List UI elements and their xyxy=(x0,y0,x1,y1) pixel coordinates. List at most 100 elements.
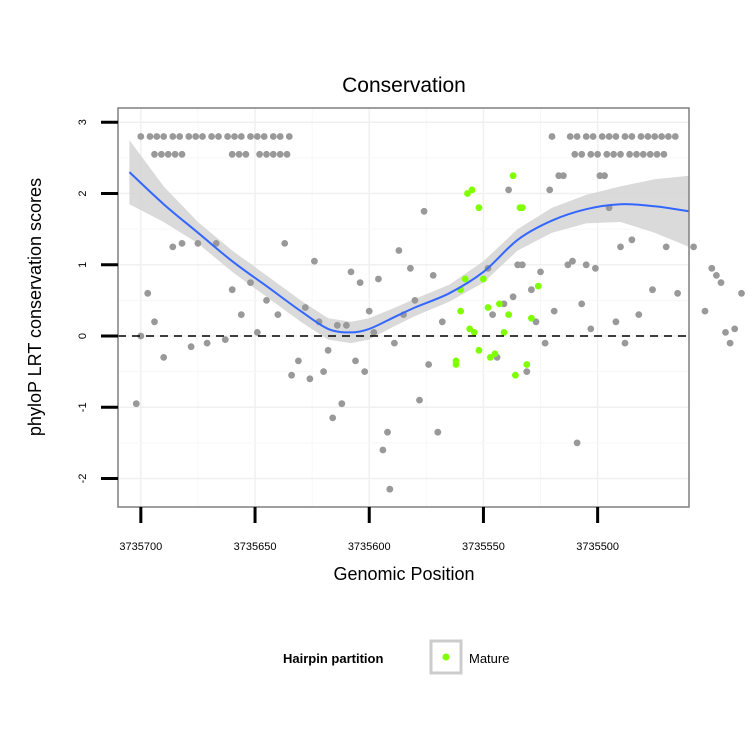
data-point-other xyxy=(649,286,656,294)
data-point-other xyxy=(598,133,606,140)
data-point-other xyxy=(722,329,729,336)
data-point-other xyxy=(215,133,222,140)
data-point-other xyxy=(411,297,419,304)
data-point-other xyxy=(601,172,608,180)
data-point-other xyxy=(169,133,177,140)
data-point-mature xyxy=(484,304,492,311)
data-point-other xyxy=(578,150,586,158)
data-point-mature xyxy=(505,311,512,318)
data-point-other xyxy=(178,150,186,158)
data-point-other xyxy=(560,172,567,180)
data-point-other xyxy=(660,150,668,158)
data-point-mature xyxy=(461,275,469,283)
data-point-mature xyxy=(475,346,483,354)
data-point-other xyxy=(276,150,284,158)
data-point-other xyxy=(269,133,277,140)
data-point-other xyxy=(343,321,350,329)
confidence-band xyxy=(129,140,689,344)
data-point-other xyxy=(253,329,261,336)
data-point-other xyxy=(523,368,531,375)
data-point-other xyxy=(731,325,739,333)
data-point-other xyxy=(384,428,391,436)
data-point-other xyxy=(194,240,202,247)
data-point-other xyxy=(569,257,576,265)
data-point-other xyxy=(537,268,544,276)
data-point-other xyxy=(578,300,586,308)
data-point-mature xyxy=(475,204,483,212)
data-point-other xyxy=(438,318,446,326)
data-point-other xyxy=(212,240,220,247)
data-point-other xyxy=(674,289,681,297)
data-point-other xyxy=(301,304,309,311)
data-point-other xyxy=(639,150,647,158)
data-point-other xyxy=(274,311,282,318)
data-point-mature xyxy=(457,307,464,315)
data-point-other xyxy=(489,311,496,318)
y-tick-label: 3 xyxy=(77,119,89,125)
data-point-other xyxy=(610,150,617,158)
data-point-other xyxy=(247,133,254,140)
data-point-other xyxy=(637,133,645,140)
data-point-other xyxy=(658,133,665,140)
data-point-other xyxy=(235,150,243,158)
data-point-mature xyxy=(523,361,531,368)
data-point-other xyxy=(564,261,572,269)
data-point-other xyxy=(228,150,236,158)
data-point-other xyxy=(192,133,200,140)
legend-key-mature-point xyxy=(442,653,450,661)
data-point-other xyxy=(199,133,206,140)
data-point-other xyxy=(228,286,236,294)
confidence-band-layer xyxy=(129,140,689,344)
data-point-other xyxy=(253,133,261,140)
data-point-other xyxy=(505,186,512,194)
x-tick-label: 3735650 xyxy=(234,541,277,553)
data-point-other xyxy=(662,243,670,251)
data-point-other xyxy=(171,150,179,158)
smooth-line-layer xyxy=(128,171,690,334)
data-point-other xyxy=(651,133,659,140)
data-point-other xyxy=(628,133,636,140)
data-point-mature xyxy=(468,186,476,194)
data-point-other xyxy=(370,329,378,336)
data-point-other xyxy=(386,485,394,493)
data-point-other xyxy=(594,150,601,158)
data-point-other xyxy=(621,339,629,347)
data-point-other xyxy=(146,133,154,140)
data-point-other xyxy=(160,133,168,140)
data-point-other xyxy=(203,339,211,347)
data-point-mature xyxy=(452,361,460,368)
data-point-other xyxy=(546,186,554,194)
chart-title: Conservation xyxy=(342,74,466,97)
grid-lines xyxy=(118,108,689,507)
data-point-other xyxy=(187,343,195,351)
data-point-mature xyxy=(518,204,526,212)
data-point-other xyxy=(395,247,403,254)
x-tick-label: 3735550 xyxy=(462,541,505,553)
data-point-other xyxy=(153,133,161,140)
data-point-other xyxy=(329,414,337,422)
data-point-other xyxy=(160,354,168,361)
data-point-other xyxy=(589,133,597,140)
data-point-other xyxy=(573,439,581,447)
legend: Hairpin partition Mature xyxy=(283,639,509,675)
data-point-other xyxy=(269,150,277,158)
data-point-other xyxy=(333,321,341,329)
data-point-mature xyxy=(496,300,503,308)
data-point-other xyxy=(434,428,442,436)
data-point-other xyxy=(713,272,720,279)
data-point-other xyxy=(185,133,193,140)
data-point-other xyxy=(242,150,250,158)
data-point-other xyxy=(361,368,369,375)
data-point-other xyxy=(283,150,291,158)
data-point-other xyxy=(356,279,364,286)
data-point-mature xyxy=(466,325,474,333)
data-point-other xyxy=(208,133,216,140)
y-tick-label: 0 xyxy=(77,333,89,339)
data-point-other xyxy=(391,339,398,347)
data-point-other xyxy=(665,133,672,140)
data-point-other xyxy=(420,207,428,215)
data-point-other xyxy=(137,133,145,140)
data-point-other xyxy=(612,133,620,140)
data-point-other xyxy=(407,264,414,272)
